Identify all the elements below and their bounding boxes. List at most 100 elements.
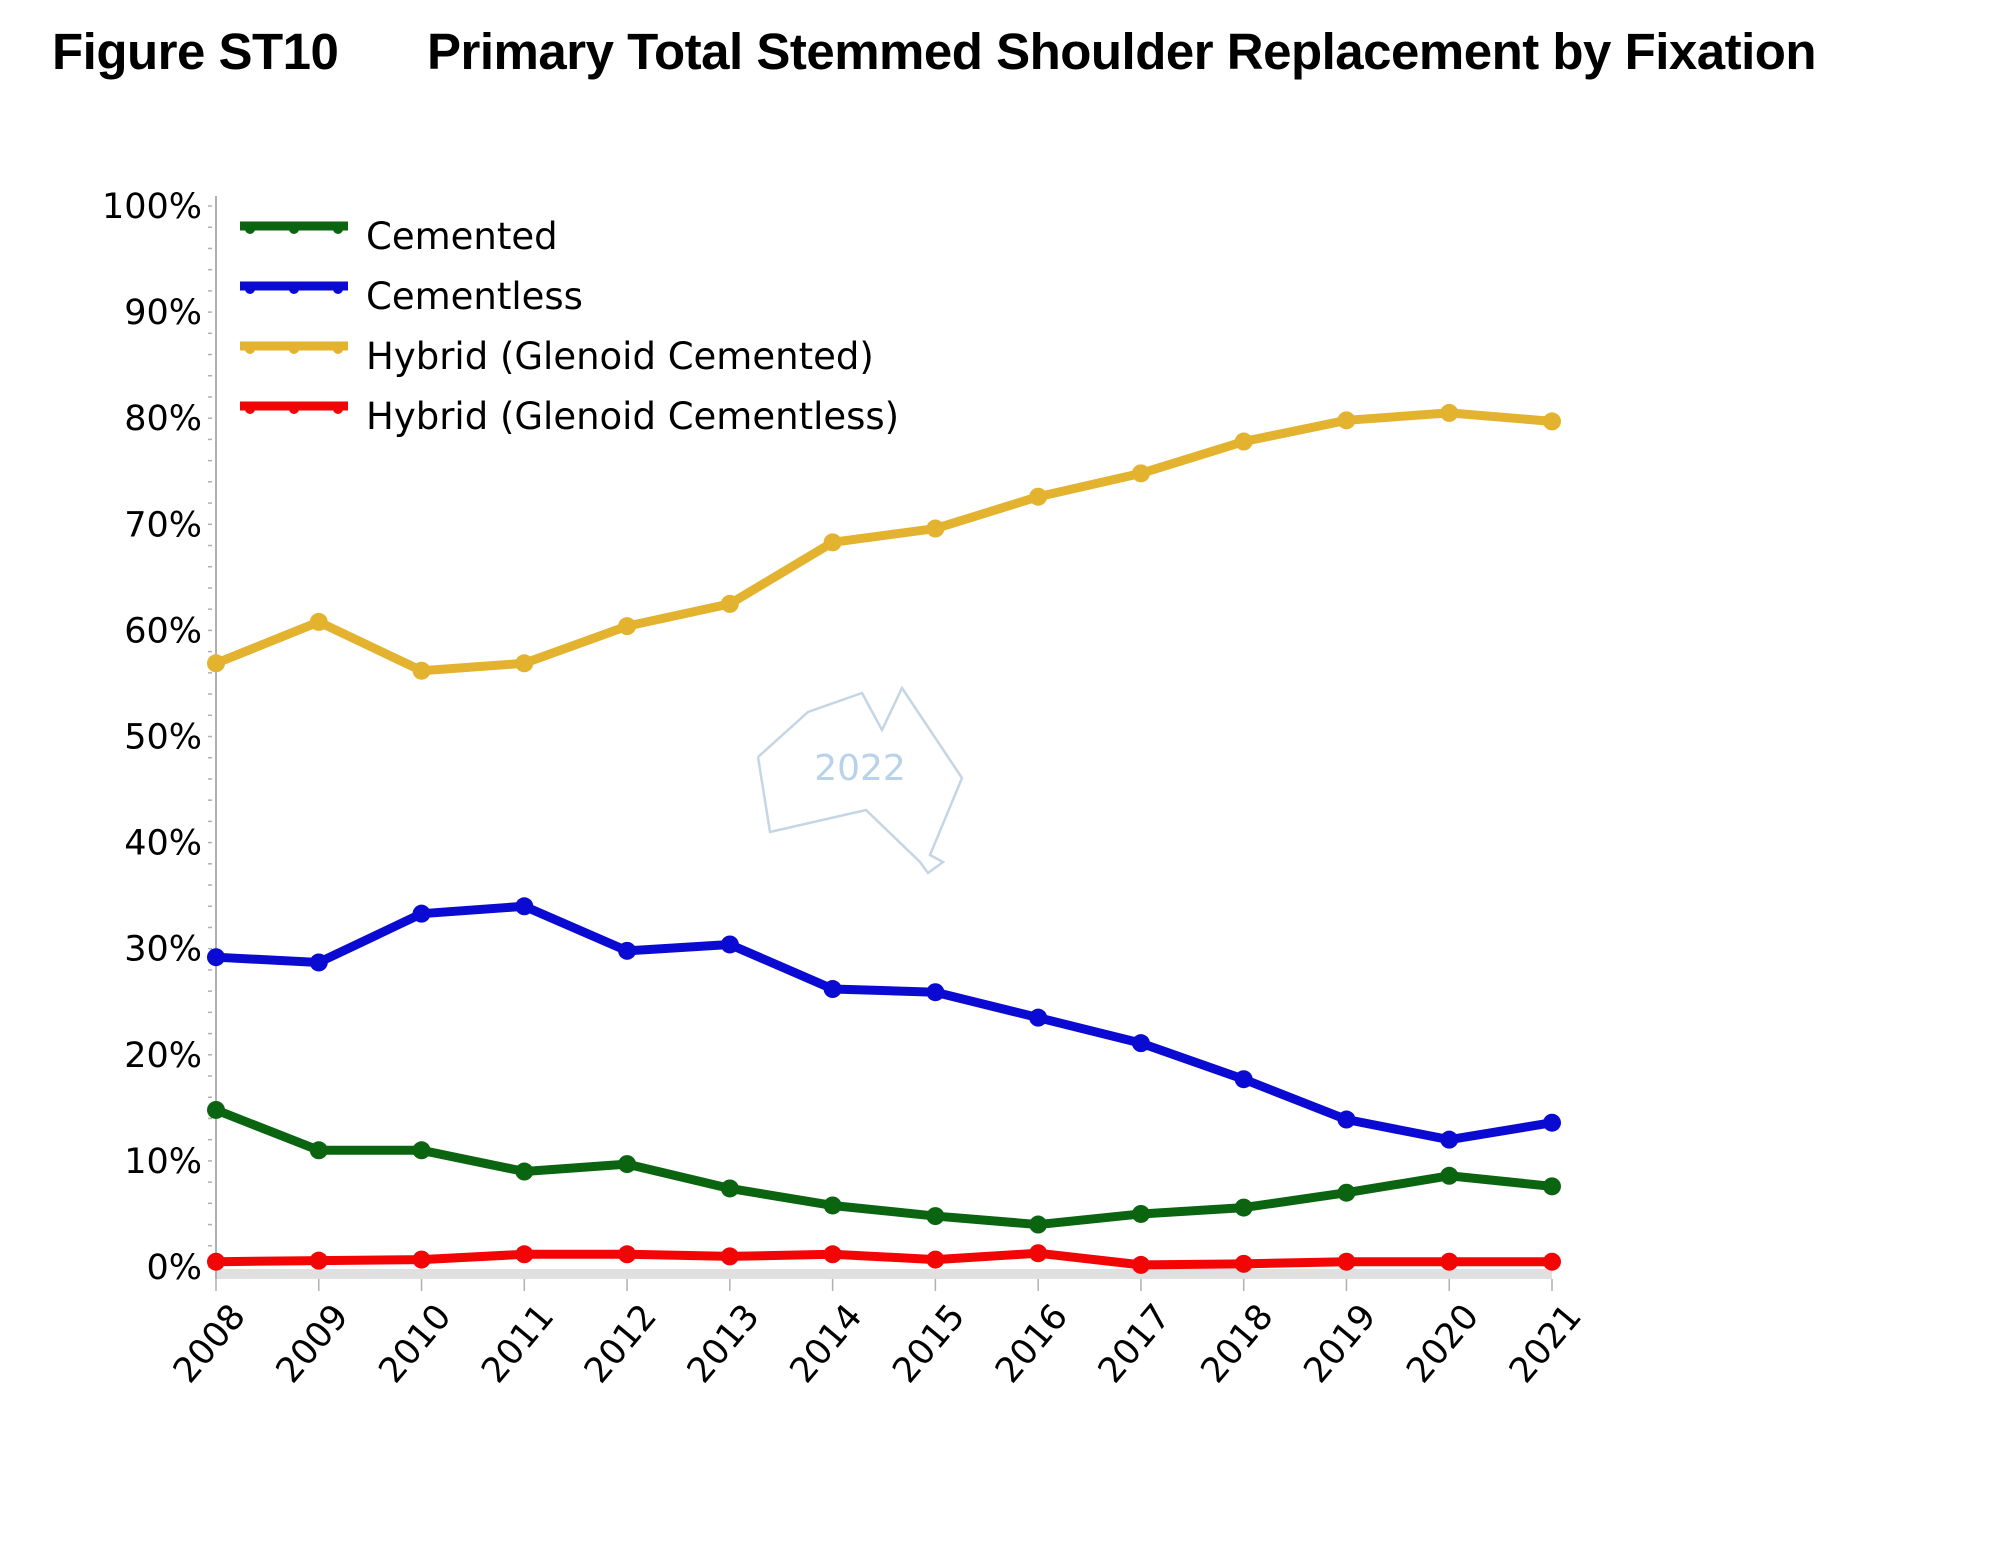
data-point <box>926 519 945 538</box>
data-point <box>1543 412 1561 431</box>
data-point <box>1543 1113 1561 1132</box>
data-point <box>1131 464 1150 483</box>
data-point <box>309 1251 328 1270</box>
data-point <box>720 1179 739 1198</box>
y-tick-label: 60% <box>124 611 202 651</box>
x-tick-label: 2009 <box>269 1297 357 1391</box>
x-tick-label: 2019 <box>1296 1297 1384 1391</box>
data-point <box>1234 1070 1253 1089</box>
y-tick-label: 20% <box>124 1036 202 1076</box>
x-tick-label: 2018 <box>1194 1297 1282 1391</box>
data-point <box>926 983 945 1002</box>
data-point <box>515 654 534 673</box>
legend-marker <box>333 284 343 294</box>
data-point <box>1543 1177 1561 1196</box>
data-point <box>1234 1198 1253 1217</box>
y-tick-label: 10% <box>124 1142 202 1182</box>
legend-item: Cemented <box>240 215 558 258</box>
data-point <box>926 1207 945 1226</box>
x-tick-label: 2017 <box>1091 1297 1179 1391</box>
x-tick-label: 2008 <box>166 1297 254 1391</box>
y-tick-label: 30% <box>124 930 202 970</box>
data-point <box>412 661 431 680</box>
legend-marker <box>289 404 299 414</box>
y-tick-label: 70% <box>124 505 202 545</box>
series-line <box>215 901 1553 1145</box>
y-tick-label: 40% <box>124 824 202 864</box>
data-point <box>1029 1215 1048 1234</box>
legend-item: Hybrid (Glenoid Cementless) <box>240 395 899 438</box>
legend-item: Cementless <box>240 275 583 318</box>
legend-marker <box>333 344 343 354</box>
series-line <box>214 408 1553 676</box>
data-point <box>823 980 842 999</box>
data-point <box>515 1162 534 1181</box>
legend-marker <box>289 224 299 234</box>
data-point <box>309 953 328 972</box>
data-point <box>1234 1254 1253 1273</box>
data-point <box>1131 1204 1150 1223</box>
series-hybrid-glenoid-cementless <box>207 1244 1561 1274</box>
data-point <box>1029 487 1048 506</box>
data-point <box>926 1250 945 1269</box>
series-line <box>215 1248 1552 1270</box>
data-point <box>1440 1252 1459 1271</box>
data-point <box>207 1252 225 1271</box>
data-point <box>1131 1255 1150 1274</box>
legend-marker <box>245 404 255 414</box>
data-point <box>823 1245 842 1264</box>
x-tick-label: 2016 <box>988 1297 1076 1391</box>
data-point <box>515 897 534 916</box>
legend-label: Cemented <box>366 215 558 258</box>
data-point <box>720 935 739 954</box>
y-tick-label: 0% <box>146 1248 202 1288</box>
y-tick-label: 100% <box>102 187 202 227</box>
y-tick-label: 50% <box>124 718 202 758</box>
legend: Cemented Cementless Hybrid (Glenoid Cement… <box>240 215 899 438</box>
legend-marker <box>333 404 343 414</box>
figure-heading: Primary Total Stemmed Shoulder Replaceme… <box>427 23 1817 80</box>
series-hybrid-glenoid-cemented <box>207 403 1561 680</box>
x-tick-label: 2010 <box>372 1297 460 1391</box>
data-point <box>309 612 328 631</box>
series-line <box>214 1105 1553 1230</box>
series-cemented <box>207 1100 1561 1234</box>
legend-marker <box>245 284 255 294</box>
x-tick-label: 2014 <box>783 1297 871 1391</box>
figure-label: Figure ST10 <box>52 23 339 80</box>
y-tick-label: 90% <box>124 293 202 333</box>
legend-label: Cementless <box>366 275 583 318</box>
x-tick-label: 2020 <box>1399 1297 1487 1391</box>
data-point <box>309 1141 328 1160</box>
data-point <box>1337 1110 1356 1129</box>
legend-label: Hybrid (Glenoid Cemented) <box>366 335 874 378</box>
data-point <box>1029 1008 1048 1027</box>
watermark: 2022 <box>756 685 964 875</box>
data-point <box>1337 1252 1356 1271</box>
data-point <box>720 594 739 613</box>
data-point <box>823 533 842 552</box>
data-point <box>412 1141 431 1160</box>
legend-marker <box>333 224 343 234</box>
data-point <box>1543 1252 1561 1271</box>
x-axis-band <box>216 1269 1552 1279</box>
data-point <box>1337 411 1356 430</box>
data-point <box>207 654 225 673</box>
data-point <box>412 904 431 923</box>
figure-title: Figure ST10 Primary Total Stemmed Shoulde… <box>52 22 1817 81</box>
watermark-year: 2022 <box>814 748 906 789</box>
data-point <box>823 1196 842 1215</box>
data-point <box>1440 1130 1459 1149</box>
australia-outline-icon <box>756 685 964 875</box>
data-point <box>618 617 637 636</box>
data-point <box>1440 403 1459 422</box>
series-cementless <box>207 897 1561 1149</box>
legend-marker <box>289 344 299 354</box>
data-point <box>1029 1244 1048 1263</box>
data-point <box>1234 432 1253 451</box>
data-point <box>515 1245 534 1264</box>
legend-marker <box>245 224 255 234</box>
data-point <box>1440 1166 1459 1185</box>
data-point <box>412 1250 431 1269</box>
x-tick-label: 2011 <box>474 1297 562 1391</box>
